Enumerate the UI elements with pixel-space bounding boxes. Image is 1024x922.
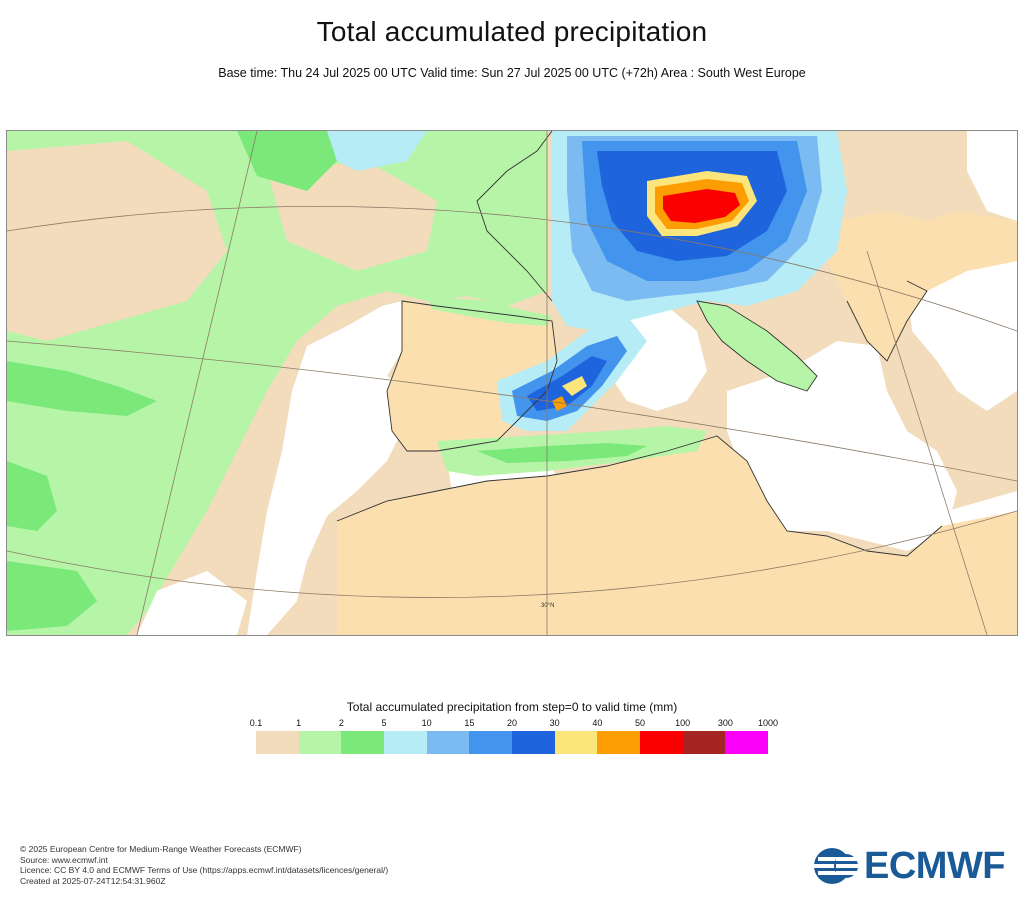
legend-ticks: 0.1 1 2 5 10 15 20 30 40 50 100 300 1000 [250,718,778,730]
graticule [7,131,1017,635]
north-africa-land [337,436,1017,635]
legend-tick-label: 50 [634,718,646,728]
legend-tick-label: 5 [381,718,387,728]
aegean-sea [907,261,1017,411]
balkans-land [827,211,1017,361]
legend-tick-label: 1000 [757,718,779,728]
latitude-label: 30°N [541,603,554,609]
legend-swatch [554,731,598,754]
legend-tick-label: 0.1 [249,718,263,728]
atlantic-dry-patch [7,141,227,341]
map-canvas: 30°N [7,131,1017,635]
footer-created: Created at 2025-07-24T12:54:31.960Z [20,875,166,886]
legend-tick-label: 15 [464,718,475,728]
legend-swatch [469,731,513,754]
chart-subtitle: Base time: Thu 24 Jul 2025 00 UTC Valid … [218,66,806,80]
atlantic-precip-2-5 [7,361,157,416]
italy-land [697,301,817,391]
legend-swatch [256,731,299,754]
chart-title: Total accumulated precipitation [316,16,708,47]
spain-east-precip-30-40 [562,376,587,396]
legend-tick-label: 300 [717,718,733,728]
atlantic-precip-2-5c [7,561,97,631]
legend-tick-label: 10 [421,718,432,728]
legend-swatch [512,731,555,754]
central-europe-precip-50-100 [663,189,740,223]
ecmwf-logo-text: ECMWF [864,845,1006,887]
legend-swatch [597,731,641,754]
legend-tick-label: 100 [675,718,691,728]
footer-licence: Licence: CC BY 4.0 and ECMWF Terms of Us… [20,865,389,876]
legend-swatch [384,731,427,754]
atlantic-precip-2-5b [7,461,57,531]
footer-credits: © 2025 European Centre for Medium-Range … [20,844,388,886]
legend-swatch [640,731,683,754]
atlantic-precip-5-10 [317,131,427,171]
legend-tick-label: 40 [592,718,603,728]
atlantic-south-sea [137,571,247,635]
mediterranean-west-sea [247,301,407,635]
precipitation-map: 30°N [6,130,1018,636]
atlantic-precip-2-5d [237,131,337,191]
legend-swatch [426,731,470,754]
ecmwf-logo: ECMWF [812,845,1008,887]
legend-title: Total accumulated precipitation from ste… [346,700,678,714]
north-africa-precip-2-5 [477,443,647,463]
legend-tick-label: 30 [549,718,560,728]
pyrenees-precip-1-2 [427,296,552,326]
legend-colorbar [256,731,769,754]
central-mediterranean-sea [727,341,957,551]
legend-tick-label: 1 [296,718,302,728]
spain-east-precip-40-50 [552,396,567,411]
footer-copyright: © 2025 European Centre for Medium-Range … [20,844,302,854]
coastlines [336,131,943,557]
legend-swatch [682,731,726,754]
legend-tick-label: 20 [506,718,518,728]
footer-source: Source: www.ecmwf.int [20,854,108,865]
black-sea [967,131,1017,221]
legend-swatch [725,731,769,754]
ecmwf-logo-icon [814,848,862,884]
legend-swatch [298,731,342,754]
legend-tick-label: 2 [338,718,344,728]
legend-swatch [341,731,385,754]
